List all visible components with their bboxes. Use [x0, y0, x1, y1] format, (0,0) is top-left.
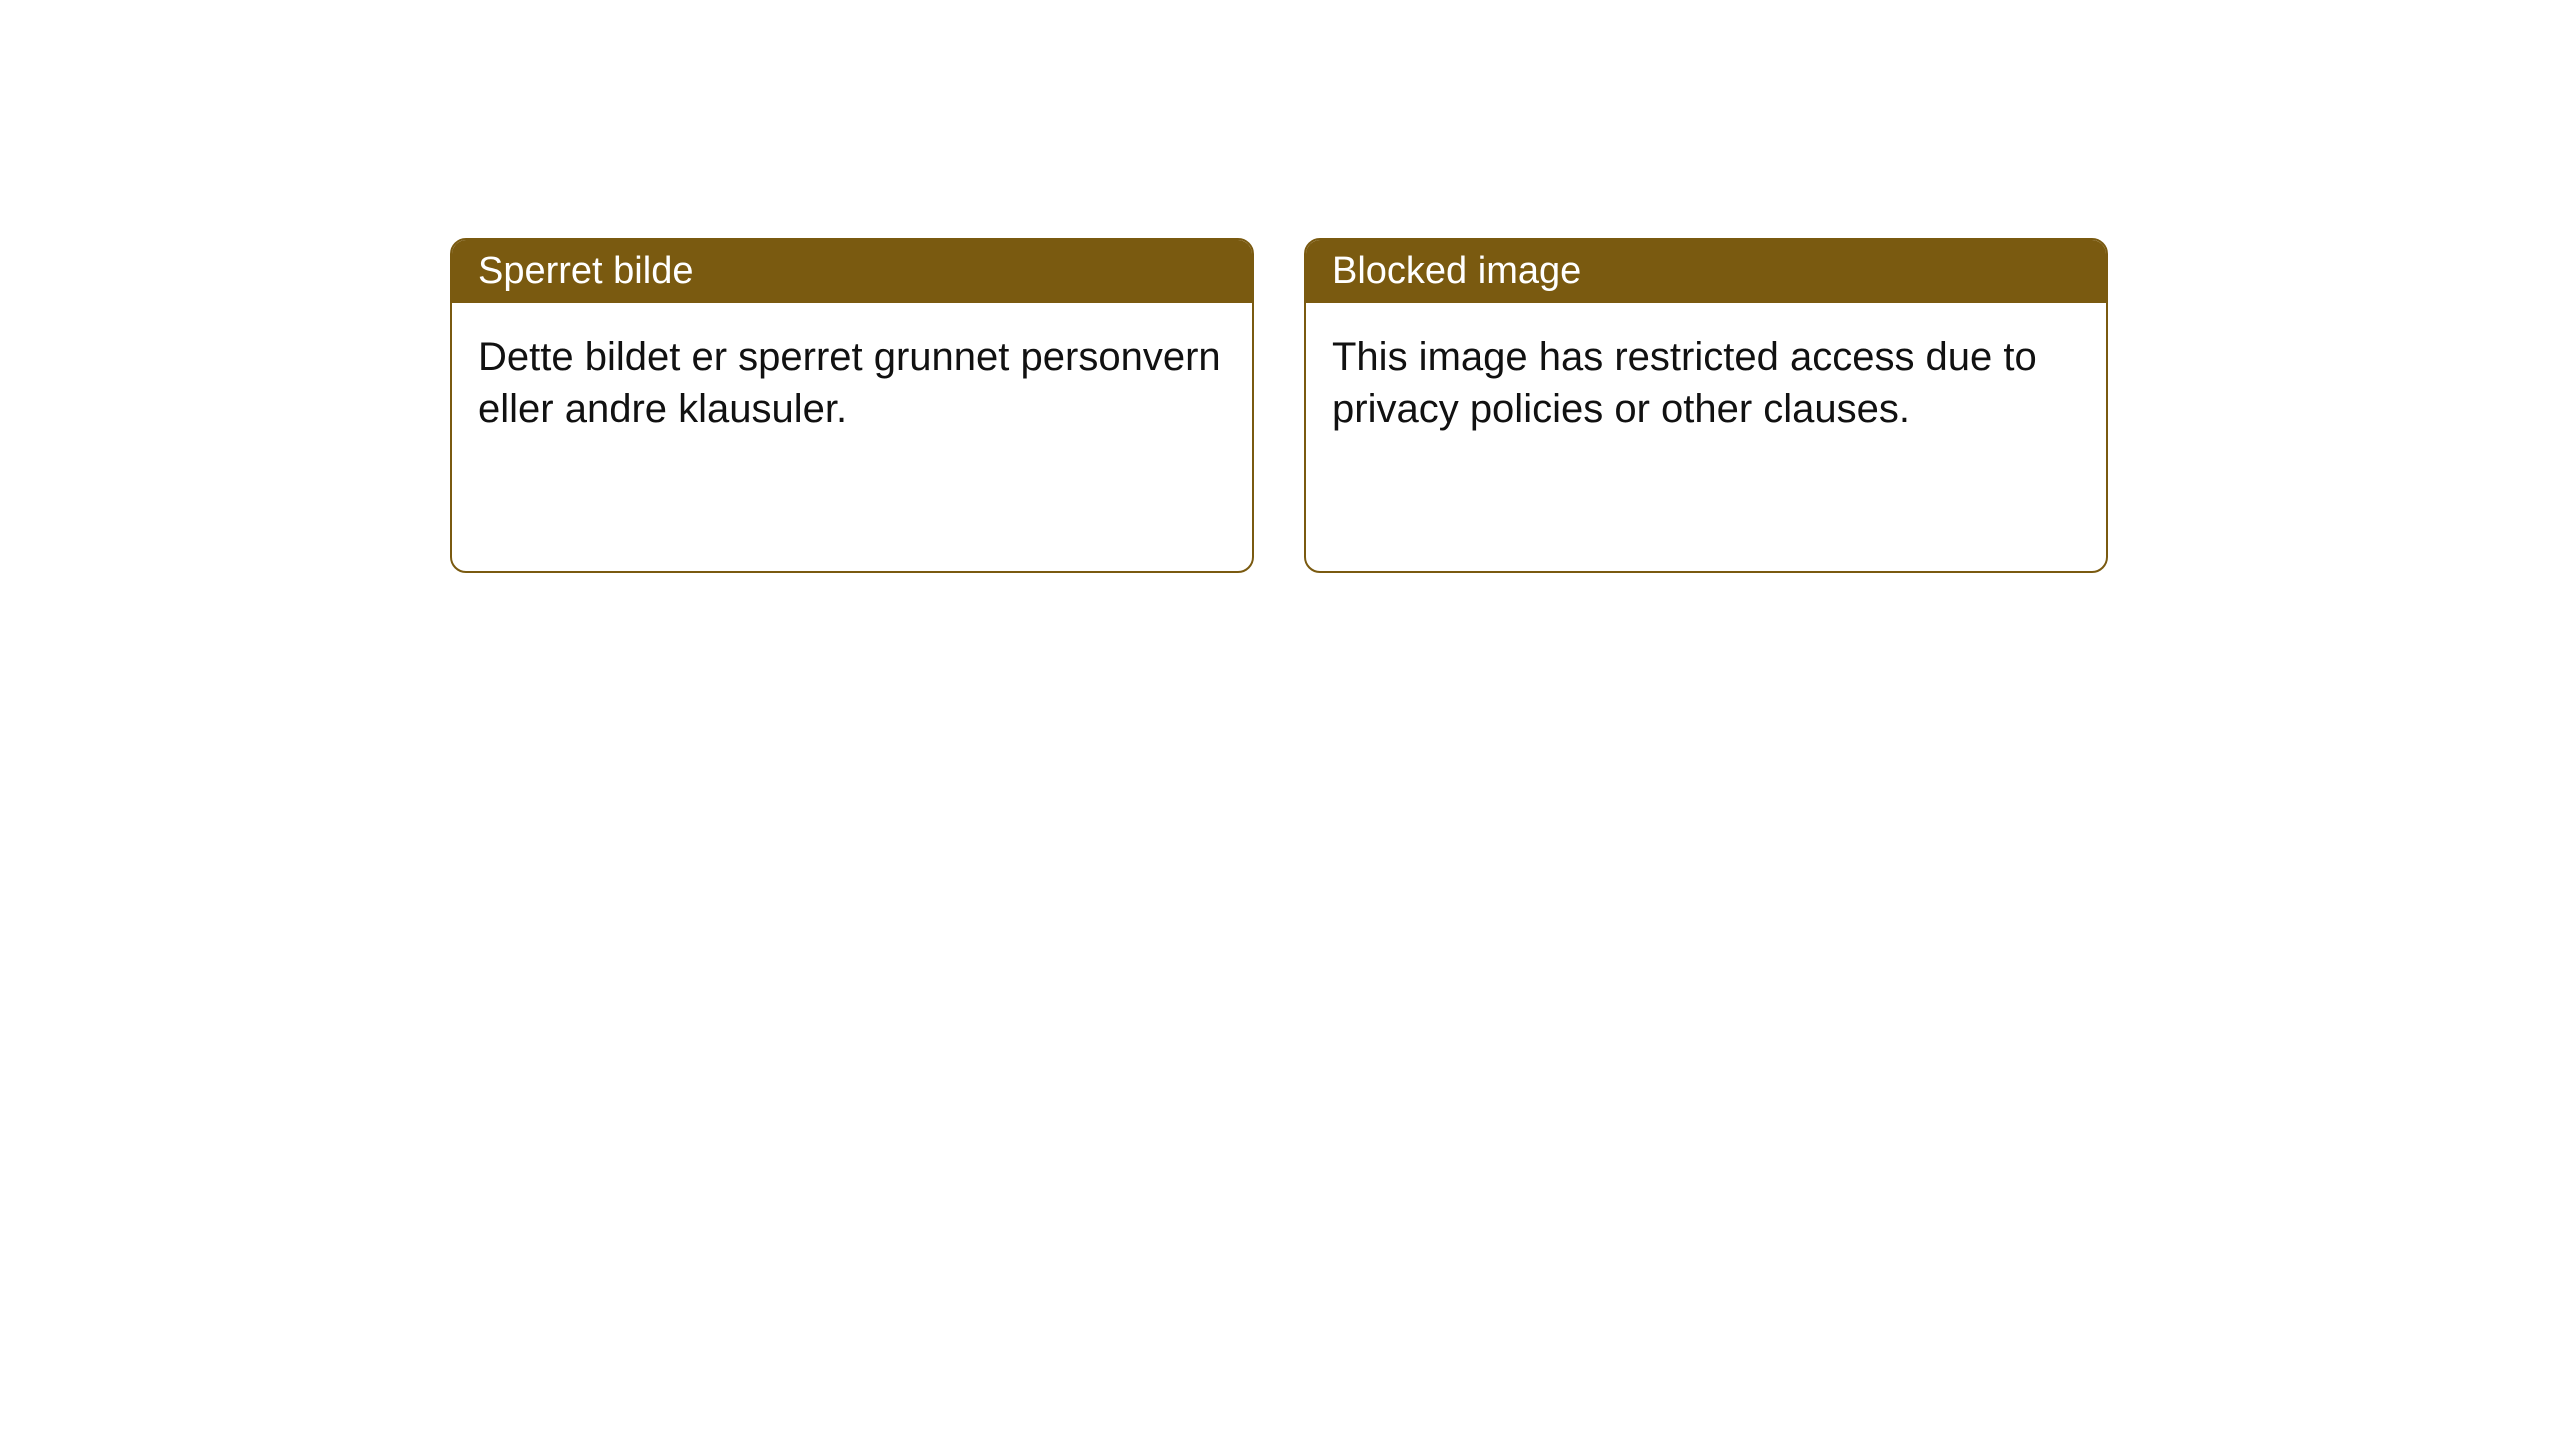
card-title: Blocked image [1332, 250, 1581, 292]
card-body-text: This image has restricted access due to … [1332, 335, 2037, 431]
card-title: Sperret bilde [478, 250, 693, 292]
blocked-image-card-no: Sperret bilde Dette bildet er sperret gr… [450, 238, 1254, 573]
card-body-text: Dette bildet er sperret grunnet personve… [478, 335, 1221, 431]
card-body: This image has restricted access due to … [1306, 303, 2106, 463]
card-body: Dette bildet er sperret grunnet personve… [452, 303, 1252, 463]
card-header: Blocked image [1306, 240, 2106, 303]
blocked-image-card-en: Blocked image This image has restricted … [1304, 238, 2108, 573]
card-header: Sperret bilde [452, 240, 1252, 303]
cards-container: Sperret bilde Dette bildet er sperret gr… [450, 238, 2108, 573]
